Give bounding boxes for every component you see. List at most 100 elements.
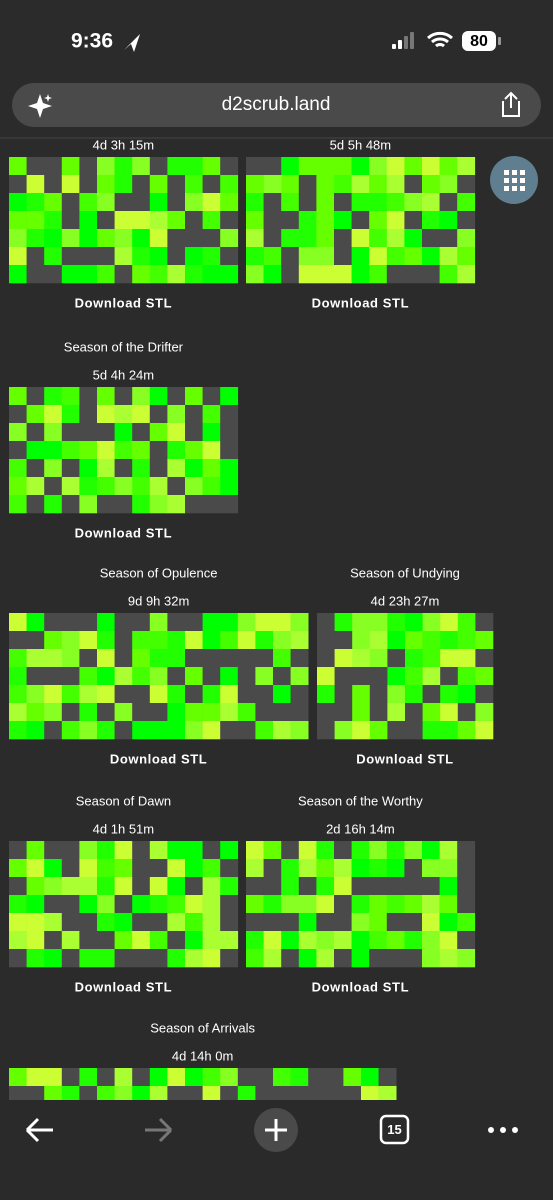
cell (369, 913, 388, 932)
cell (422, 613, 441, 632)
cell (61, 405, 80, 424)
cell (132, 211, 151, 230)
cell (378, 1068, 397, 1087)
forward-button[interactable] (145, 1117, 173, 1143)
card-title: Season of Undying (350, 565, 460, 580)
cell (220, 913, 239, 932)
cell (422, 859, 440, 878)
cell (202, 931, 221, 950)
cell (44, 859, 63, 878)
cell (185, 877, 203, 896)
cell (439, 265, 458, 284)
download-button[interactable]: Download STL (75, 295, 172, 310)
cell (9, 859, 27, 878)
cell (298, 931, 317, 950)
cell (26, 193, 45, 212)
more-button[interactable] (488, 1127, 518, 1133)
cell (132, 859, 151, 878)
assistant-icon[interactable] (28, 94, 52, 118)
cell (237, 685, 256, 704)
cell (167, 859, 186, 878)
cell (61, 477, 80, 496)
cell (114, 247, 133, 266)
cell (79, 949, 98, 968)
share-icon[interactable] (502, 91, 520, 117)
cell (386, 859, 405, 878)
cell (97, 721, 115, 740)
cell (246, 913, 264, 932)
cell (79, 667, 98, 686)
cell (351, 229, 370, 248)
download-button[interactable]: Download STL (110, 751, 207, 766)
cell (334, 229, 352, 248)
cell (246, 877, 264, 896)
url-text: d2scrub.land (222, 94, 331, 115)
cell (273, 667, 291, 686)
download-button[interactable]: Download STL (75, 525, 172, 540)
download-button[interactable]: Download STL (356, 751, 453, 766)
cell (351, 247, 370, 266)
cell (9, 423, 27, 442)
cell (44, 405, 63, 424)
cell (185, 913, 203, 932)
back-button[interactable] (25, 1117, 53, 1143)
cell (273, 721, 291, 740)
cell (132, 157, 151, 176)
cell (263, 841, 282, 860)
cell (132, 721, 151, 740)
download-button[interactable]: Download STL (75, 979, 172, 994)
cell (132, 229, 151, 248)
cell (114, 649, 133, 668)
cell (440, 703, 459, 722)
cell (114, 667, 133, 686)
cell (149, 685, 168, 704)
cell (457, 229, 476, 248)
plus-icon (265, 1119, 287, 1141)
cell (61, 949, 80, 968)
cell (185, 685, 203, 704)
cell (97, 913, 115, 932)
cell (26, 247, 45, 266)
cell (298, 265, 317, 284)
cell (185, 949, 203, 968)
cell (404, 211, 423, 230)
cell (114, 685, 133, 704)
cell (369, 877, 388, 896)
cell (44, 211, 63, 230)
cell (167, 841, 186, 860)
cell (61, 157, 80, 176)
cell (114, 1086, 133, 1105)
download-button[interactable]: Download STL (312, 979, 409, 994)
cell (97, 1068, 115, 1087)
cell (386, 193, 405, 212)
download-button[interactable]: Download STL (312, 295, 409, 310)
cell (422, 895, 440, 914)
cell (237, 721, 256, 740)
tabs-button[interactable] (379, 1114, 410, 1145)
cell (149, 859, 168, 878)
cell (97, 175, 115, 194)
cell (237, 1086, 256, 1105)
cell (132, 703, 151, 722)
cell (79, 157, 98, 176)
cell (9, 703, 27, 722)
cell (79, 685, 98, 704)
cell (114, 175, 133, 194)
cell (132, 193, 151, 212)
url-bar[interactable] (12, 83, 541, 127)
cell (9, 157, 27, 176)
cell (202, 175, 221, 194)
cell (185, 405, 203, 424)
cell (298, 841, 317, 860)
cell (185, 387, 203, 406)
cell (61, 859, 80, 878)
cell (439, 229, 458, 248)
cell (44, 931, 63, 950)
cell (343, 1068, 362, 1087)
cell (255, 613, 274, 632)
cell (386, 157, 405, 176)
cell (246, 265, 264, 284)
cell (246, 895, 264, 914)
cell (351, 193, 370, 212)
